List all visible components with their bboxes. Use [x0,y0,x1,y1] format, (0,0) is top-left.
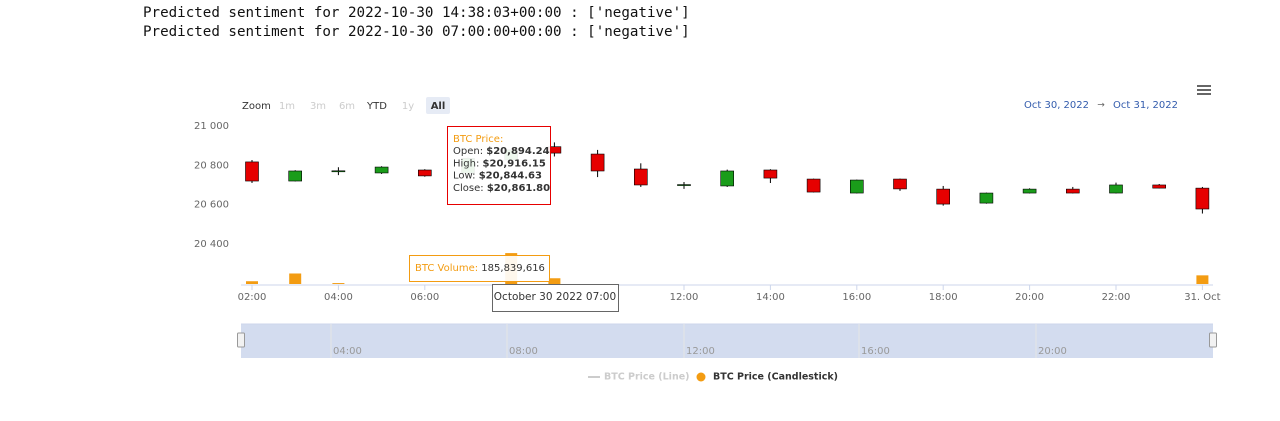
range-button: 6m [339,101,355,112]
x-tick-label: 31. Oct [1184,292,1220,303]
output-line: Predicted sentiment for 2022-10-30 07:00… [143,24,690,40]
volume-bar [246,281,258,284]
header-tooltip [492,284,619,312]
candle-body [331,170,346,173]
tooltip-value: $20,894.24 [486,146,549,157]
tooltip-label: Low: [453,171,476,182]
navigator-label: 08:00 [509,346,538,357]
volume-bar [548,278,561,284]
x-tick-label: 02:00 [238,292,267,303]
tooltip-value: 185,839,616 [481,263,545,274]
range-button-bg [426,97,450,114]
candle-body [720,170,735,187]
volume-bar [1196,275,1209,284]
candle-body [417,169,432,177]
date-to[interactable]: Oct 31, 2022 [1113,100,1178,111]
date-separator: → [1097,101,1105,111]
candle-body [633,168,648,186]
navigator-label: 04:00 [333,346,362,357]
x-tick-label: 04:00 [324,292,353,303]
x-tick-label: 14:00 [756,292,785,303]
candle-body [1109,184,1123,194]
navigator-handle[interactable] [237,332,245,348]
candle-body [1022,188,1037,194]
legend-symbol [696,372,706,382]
range-button: 3m [310,101,326,112]
y-tick-label: 20 400 [194,239,229,250]
x-tick-label: 18:00 [929,292,958,303]
tooltip-title: BTC Volume: [415,263,478,274]
candle-body [1066,188,1080,194]
legend-item[interactable]: BTC Price (Candlestick) [713,372,838,383]
candle-body [677,184,691,186]
tooltip-value: $20,916.15 [483,158,546,169]
candle-body [245,161,259,182]
y-tick-label: 20 800 [194,160,229,171]
navigator-handle[interactable] [1209,332,1217,348]
tooltip-label: Close: [453,183,484,194]
candle-body [1152,184,1166,189]
y-tick-label: 20 600 [194,200,229,211]
candle-body [590,153,605,172]
menu-button[interactable] [1194,82,1214,98]
volume-bar [332,283,345,284]
tooltip-row: Open: $20,894.24 [453,146,550,157]
zoom-label: Zoom [242,101,271,112]
tooltip-row: High: $20,916.15 [453,158,546,169]
tooltip-title: BTC Price: [453,134,503,145]
date-from[interactable]: Oct 30, 2022 [1024,100,1089,111]
candle-body [806,178,821,193]
candle-body [893,178,907,190]
navigator-label: 20:00 [1038,346,1067,357]
navigator-label: 12:00 [686,346,715,357]
tooltip-row: BTC Volume: 185,839,616 [415,263,545,274]
y-tick-label: 21 000 [194,121,229,132]
tooltip-label: Open: [453,146,483,157]
volume-bar [289,273,302,284]
tooltip-value: $20,844.63 [479,171,542,182]
range-button: 1m [279,101,295,112]
x-tick-label: 16:00 [842,292,871,303]
candle-body [374,166,389,174]
legend-item[interactable]: BTC Price (Line) [604,372,690,383]
output-line: Predicted sentiment for 2022-10-30 14:38… [143,5,690,21]
x-tick-label: 22:00 [1102,292,1131,303]
x-tick-label: 06:00 [410,292,439,303]
candle-body [849,179,864,194]
candle-body [979,192,994,204]
candle-body [936,188,951,205]
volume-tooltip [409,255,550,282]
tooltip-row: Low: $20,844.63 [453,171,542,182]
range-button[interactable]: All [431,101,446,112]
tooltip-value: $20,861.80 [487,183,550,194]
candle-body [763,169,778,179]
candle-body [1195,187,1210,210]
tooltip-row: Close: $20,861.80 [453,183,550,194]
range-button[interactable]: YTD [366,101,387,112]
price-tooltip [447,126,551,205]
navigator-mask [241,324,1213,358]
tooltip-label: High: [453,158,479,169]
tooltip-header: October 30 2022 07:00 [494,291,616,303]
x-tick-label: 20:00 [1015,292,1044,303]
navigator-label: 16:00 [861,346,890,357]
x-tick-label: 12:00 [670,292,699,303]
candle-body [288,170,303,182]
range-button: 1y [402,101,414,112]
